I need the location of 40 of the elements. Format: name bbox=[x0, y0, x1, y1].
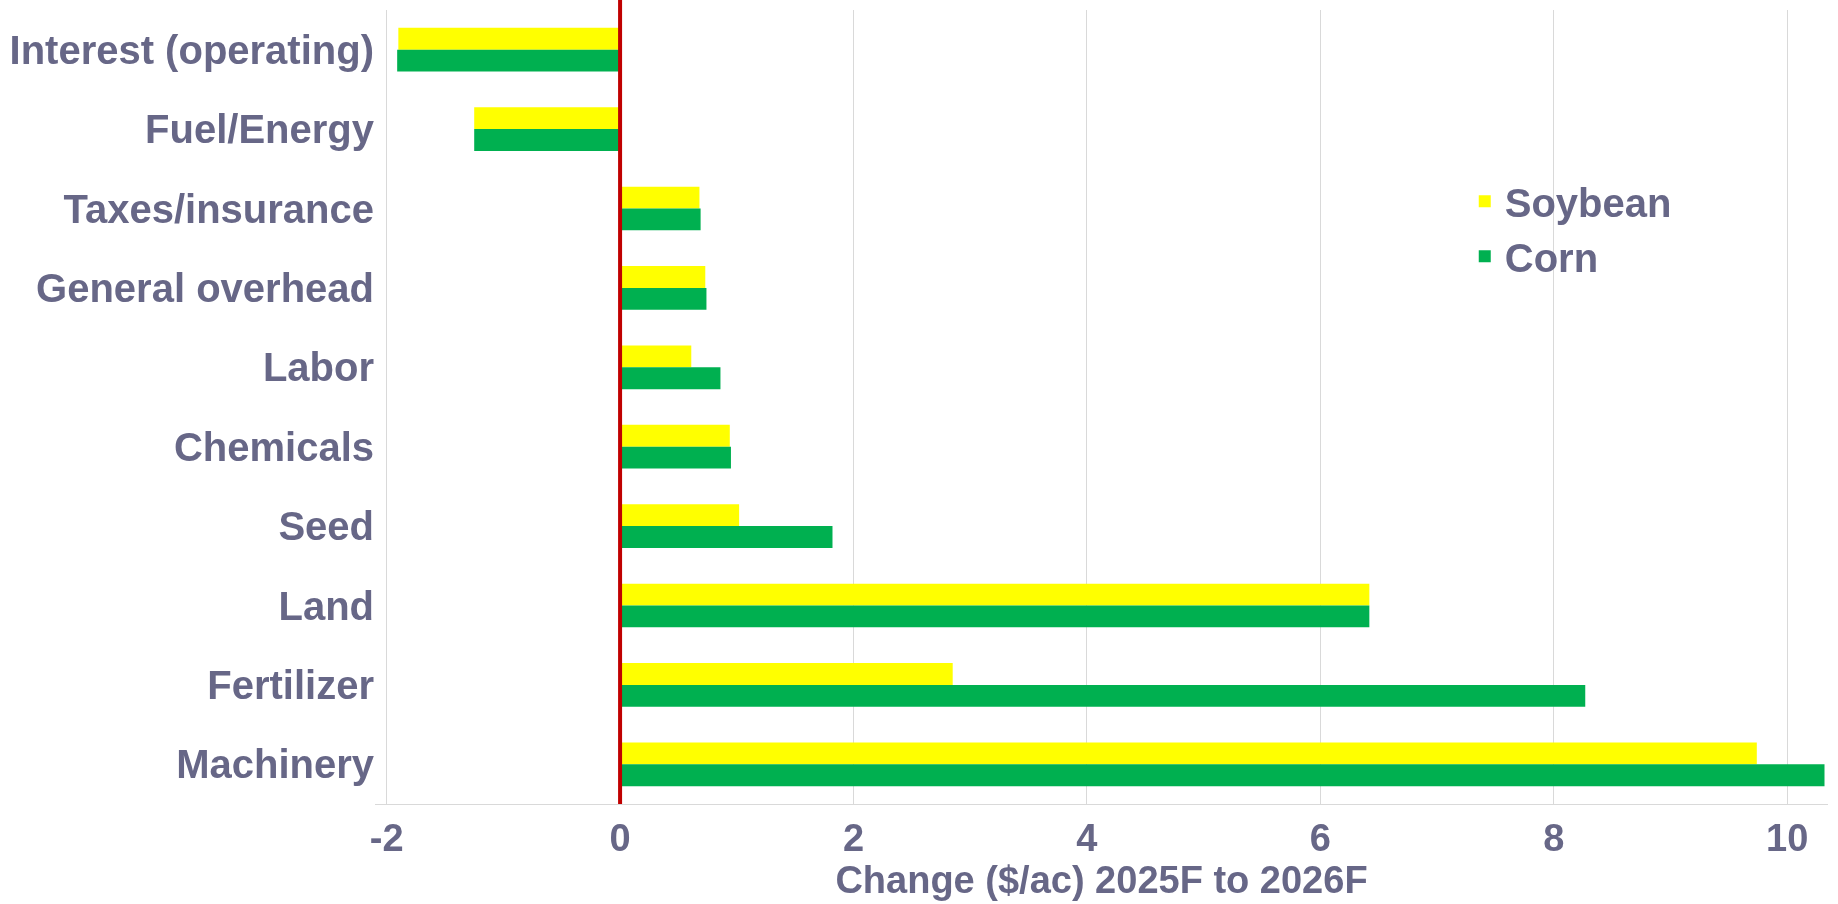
x-tick-label: 4 bbox=[1076, 816, 1098, 859]
bar bbox=[620, 208, 701, 231]
bar bbox=[474, 107, 621, 130]
bar bbox=[620, 605, 1370, 628]
y-tick-label: General overhead bbox=[36, 265, 374, 310]
bar bbox=[620, 186, 700, 209]
y-tick-label: Chemicals bbox=[173, 424, 374, 469]
x-tick-label: 2 bbox=[842, 816, 865, 859]
bar bbox=[398, 27, 621, 50]
bar bbox=[620, 287, 707, 310]
legend-label: Soybean bbox=[1504, 180, 1672, 225]
bar bbox=[397, 49, 621, 72]
bar bbox=[620, 742, 1757, 765]
bar bbox=[620, 266, 706, 288]
y-tick-label: Taxes/insurance bbox=[63, 186, 374, 231]
bar bbox=[620, 345, 692, 368]
y-tick-label: Fertilizer bbox=[207, 662, 374, 707]
bar bbox=[474, 129, 621, 151]
bar bbox=[620, 367, 721, 390]
bar bbox=[620, 504, 740, 527]
bar bbox=[620, 684, 1586, 707]
y-tick-label: Seed bbox=[278, 504, 374, 549]
y-tick-label: Machinery bbox=[176, 742, 375, 787]
x-tick-label: -2 bbox=[369, 816, 404, 859]
y-tick-label: Land bbox=[278, 583, 374, 628]
bar bbox=[620, 424, 730, 447]
y-tick-label: Labor bbox=[262, 345, 374, 390]
x-tick-label: 0 bbox=[609, 816, 631, 859]
x-tick-label: 8 bbox=[1543, 816, 1565, 859]
bar bbox=[620, 663, 953, 685]
x-tick-label: 6 bbox=[1309, 816, 1331, 859]
bar bbox=[620, 526, 833, 548]
bar bbox=[620, 764, 1825, 787]
x-tick-label: 10 bbox=[1766, 816, 1809, 859]
bar bbox=[620, 583, 1370, 606]
legend-label: Corn bbox=[1504, 235, 1599, 280]
x-axis-title: Change ($/ac) 2025F to 2026F bbox=[835, 858, 1368, 901]
y-tick-label: Fuel/Energy bbox=[145, 107, 375, 152]
y-tick-label: Interest (operating) bbox=[9, 27, 374, 72]
bar bbox=[620, 446, 731, 469]
